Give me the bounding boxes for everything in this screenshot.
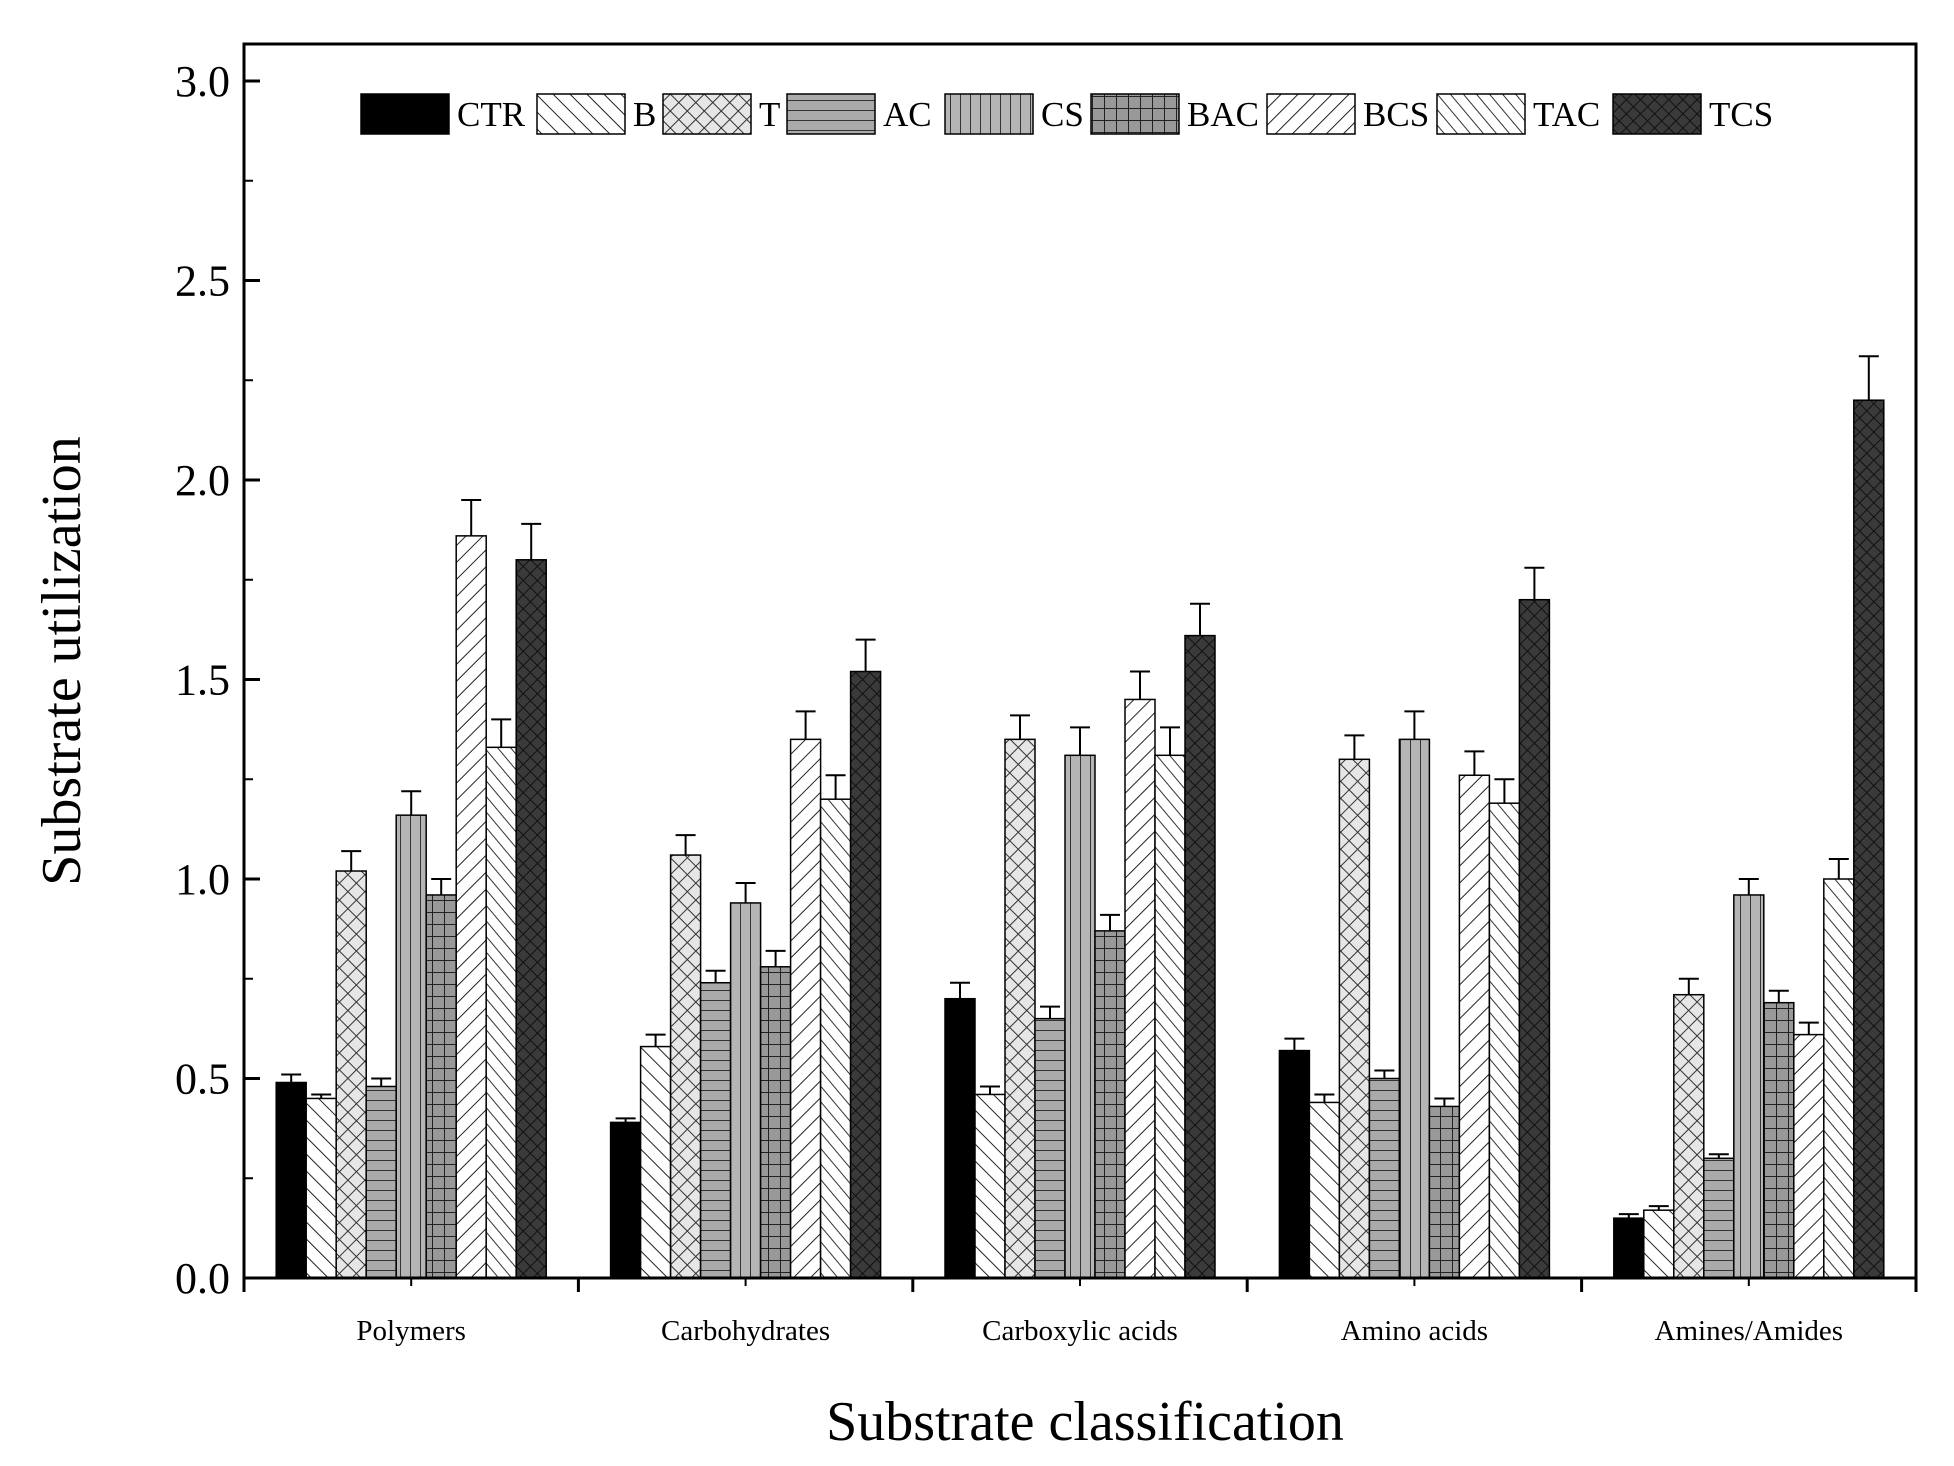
bar-ac (1368, 1077, 1401, 1279)
legend-label: TAC (1533, 95, 1600, 134)
bar-bcs (1124, 698, 1156, 1279)
bar-b (1643, 1209, 1675, 1279)
legend-label: B (633, 95, 656, 134)
bar-bac (1763, 1001, 1795, 1279)
bar-b (1308, 1101, 1341, 1279)
bar-ctr (1278, 1049, 1311, 1279)
bar-ac (1703, 1157, 1735, 1279)
y-tick-label: 3.0 (175, 57, 230, 106)
legend-label: CTR (457, 95, 526, 134)
x-tick-label: Amines/Amides (1655, 1315, 1844, 1347)
bar-ac (1034, 1017, 1066, 1279)
bar-b (305, 1097, 337, 1279)
bar-t (1673, 993, 1705, 1279)
bar-t (1338, 758, 1371, 1279)
bars-layer (275, 355, 1885, 1279)
y-axis: 0.0 0.5 1.0 1.5 2.0 2.5 3.0 (175, 57, 260, 1303)
x-axis-label: Substrate classification (826, 1391, 1344, 1453)
x-axis: Polymers Carbohydrates Carboxylic acids Ami… (242, 1278, 1918, 1347)
legend-swatch-ac (786, 93, 876, 135)
y-tick-label: 0.5 (175, 1055, 230, 1104)
y-tick-label: 1.5 (175, 656, 230, 705)
legend-swatch-tac (1436, 93, 1526, 135)
legend-swatch-cs (944, 93, 1034, 135)
bar-ctr (1613, 1217, 1645, 1279)
legend-swatch-t (662, 93, 752, 135)
bar-b (639, 1045, 672, 1279)
legend-label: BCS (1363, 95, 1429, 134)
bar-tcs (1853, 399, 1885, 1279)
bar-bcs (1458, 774, 1491, 1279)
bar-tac (1154, 754, 1186, 1279)
bar-tac (1823, 878, 1855, 1279)
y-tick-label: 2.0 (175, 456, 230, 505)
bar-t (335, 870, 367, 1279)
bar-tac (1488, 802, 1521, 1279)
y-axis-label: Substrate utilization (31, 436, 93, 885)
bar-t (1004, 738, 1036, 1279)
legend-label: TCS (1709, 95, 1773, 134)
x-tick-label: Polymers (356, 1315, 466, 1347)
y-tick-label: 1.0 (175, 855, 230, 904)
y-tick-label: 2.5 (175, 257, 230, 306)
x-tick-label: Carbohydrates (661, 1315, 830, 1347)
bar-tac (485, 746, 517, 1279)
bar-cs (729, 902, 762, 1279)
legend-swatch-bac (1090, 93, 1180, 135)
bar-cs (1398, 738, 1431, 1279)
bar-ctr (944, 997, 976, 1279)
bar-cs (395, 814, 427, 1279)
legend-label: BAC (1187, 95, 1259, 134)
bar-ac (365, 1085, 397, 1279)
bar-ac (699, 981, 732, 1279)
bar-bac (1428, 1105, 1461, 1279)
legend-swatch-b (536, 93, 626, 135)
bar-ctr (609, 1121, 642, 1279)
bar-t (669, 854, 702, 1279)
bar-tcs (849, 670, 882, 1279)
bar-cs (1733, 894, 1765, 1279)
bar-tac (819, 798, 852, 1279)
x-tick-label: Carboxylic acids (982, 1315, 1178, 1347)
bar-bcs (1793, 1033, 1825, 1279)
bar-bcs (789, 738, 822, 1279)
legend-swatch-bcs (1266, 93, 1356, 135)
bar-bac (759, 966, 792, 1279)
legend: CTR B T AC CS BAC BCS TAC TCS (360, 93, 1773, 135)
legend-swatch-tcs (1612, 93, 1702, 135)
bar-tcs (1518, 598, 1551, 1279)
bar-cs (1064, 754, 1096, 1279)
x-tick-label: Amino acids (1341, 1315, 1488, 1347)
bar-bac (1094, 930, 1126, 1279)
legend-swatch-ctr (360, 93, 450, 135)
bar-ctr (275, 1081, 307, 1279)
y-tick-label: 0.0 (175, 1254, 230, 1303)
bar-bac (425, 894, 457, 1279)
bar-tcs (515, 559, 547, 1279)
bar-bcs (455, 535, 487, 1279)
legend-label: T (759, 95, 780, 134)
bar-tcs (1184, 634, 1216, 1279)
legend-label: AC (883, 95, 932, 134)
legend-label: CS (1041, 95, 1084, 134)
bar-b (974, 1093, 1006, 1279)
